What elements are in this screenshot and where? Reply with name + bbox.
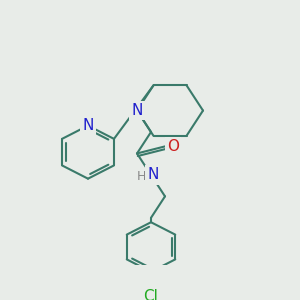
Text: N: N	[131, 103, 143, 118]
Text: N: N	[82, 118, 94, 133]
Text: H: H	[136, 170, 146, 183]
Text: O: O	[167, 139, 179, 154]
Text: N: N	[147, 167, 159, 182]
Text: Cl: Cl	[144, 289, 158, 300]
